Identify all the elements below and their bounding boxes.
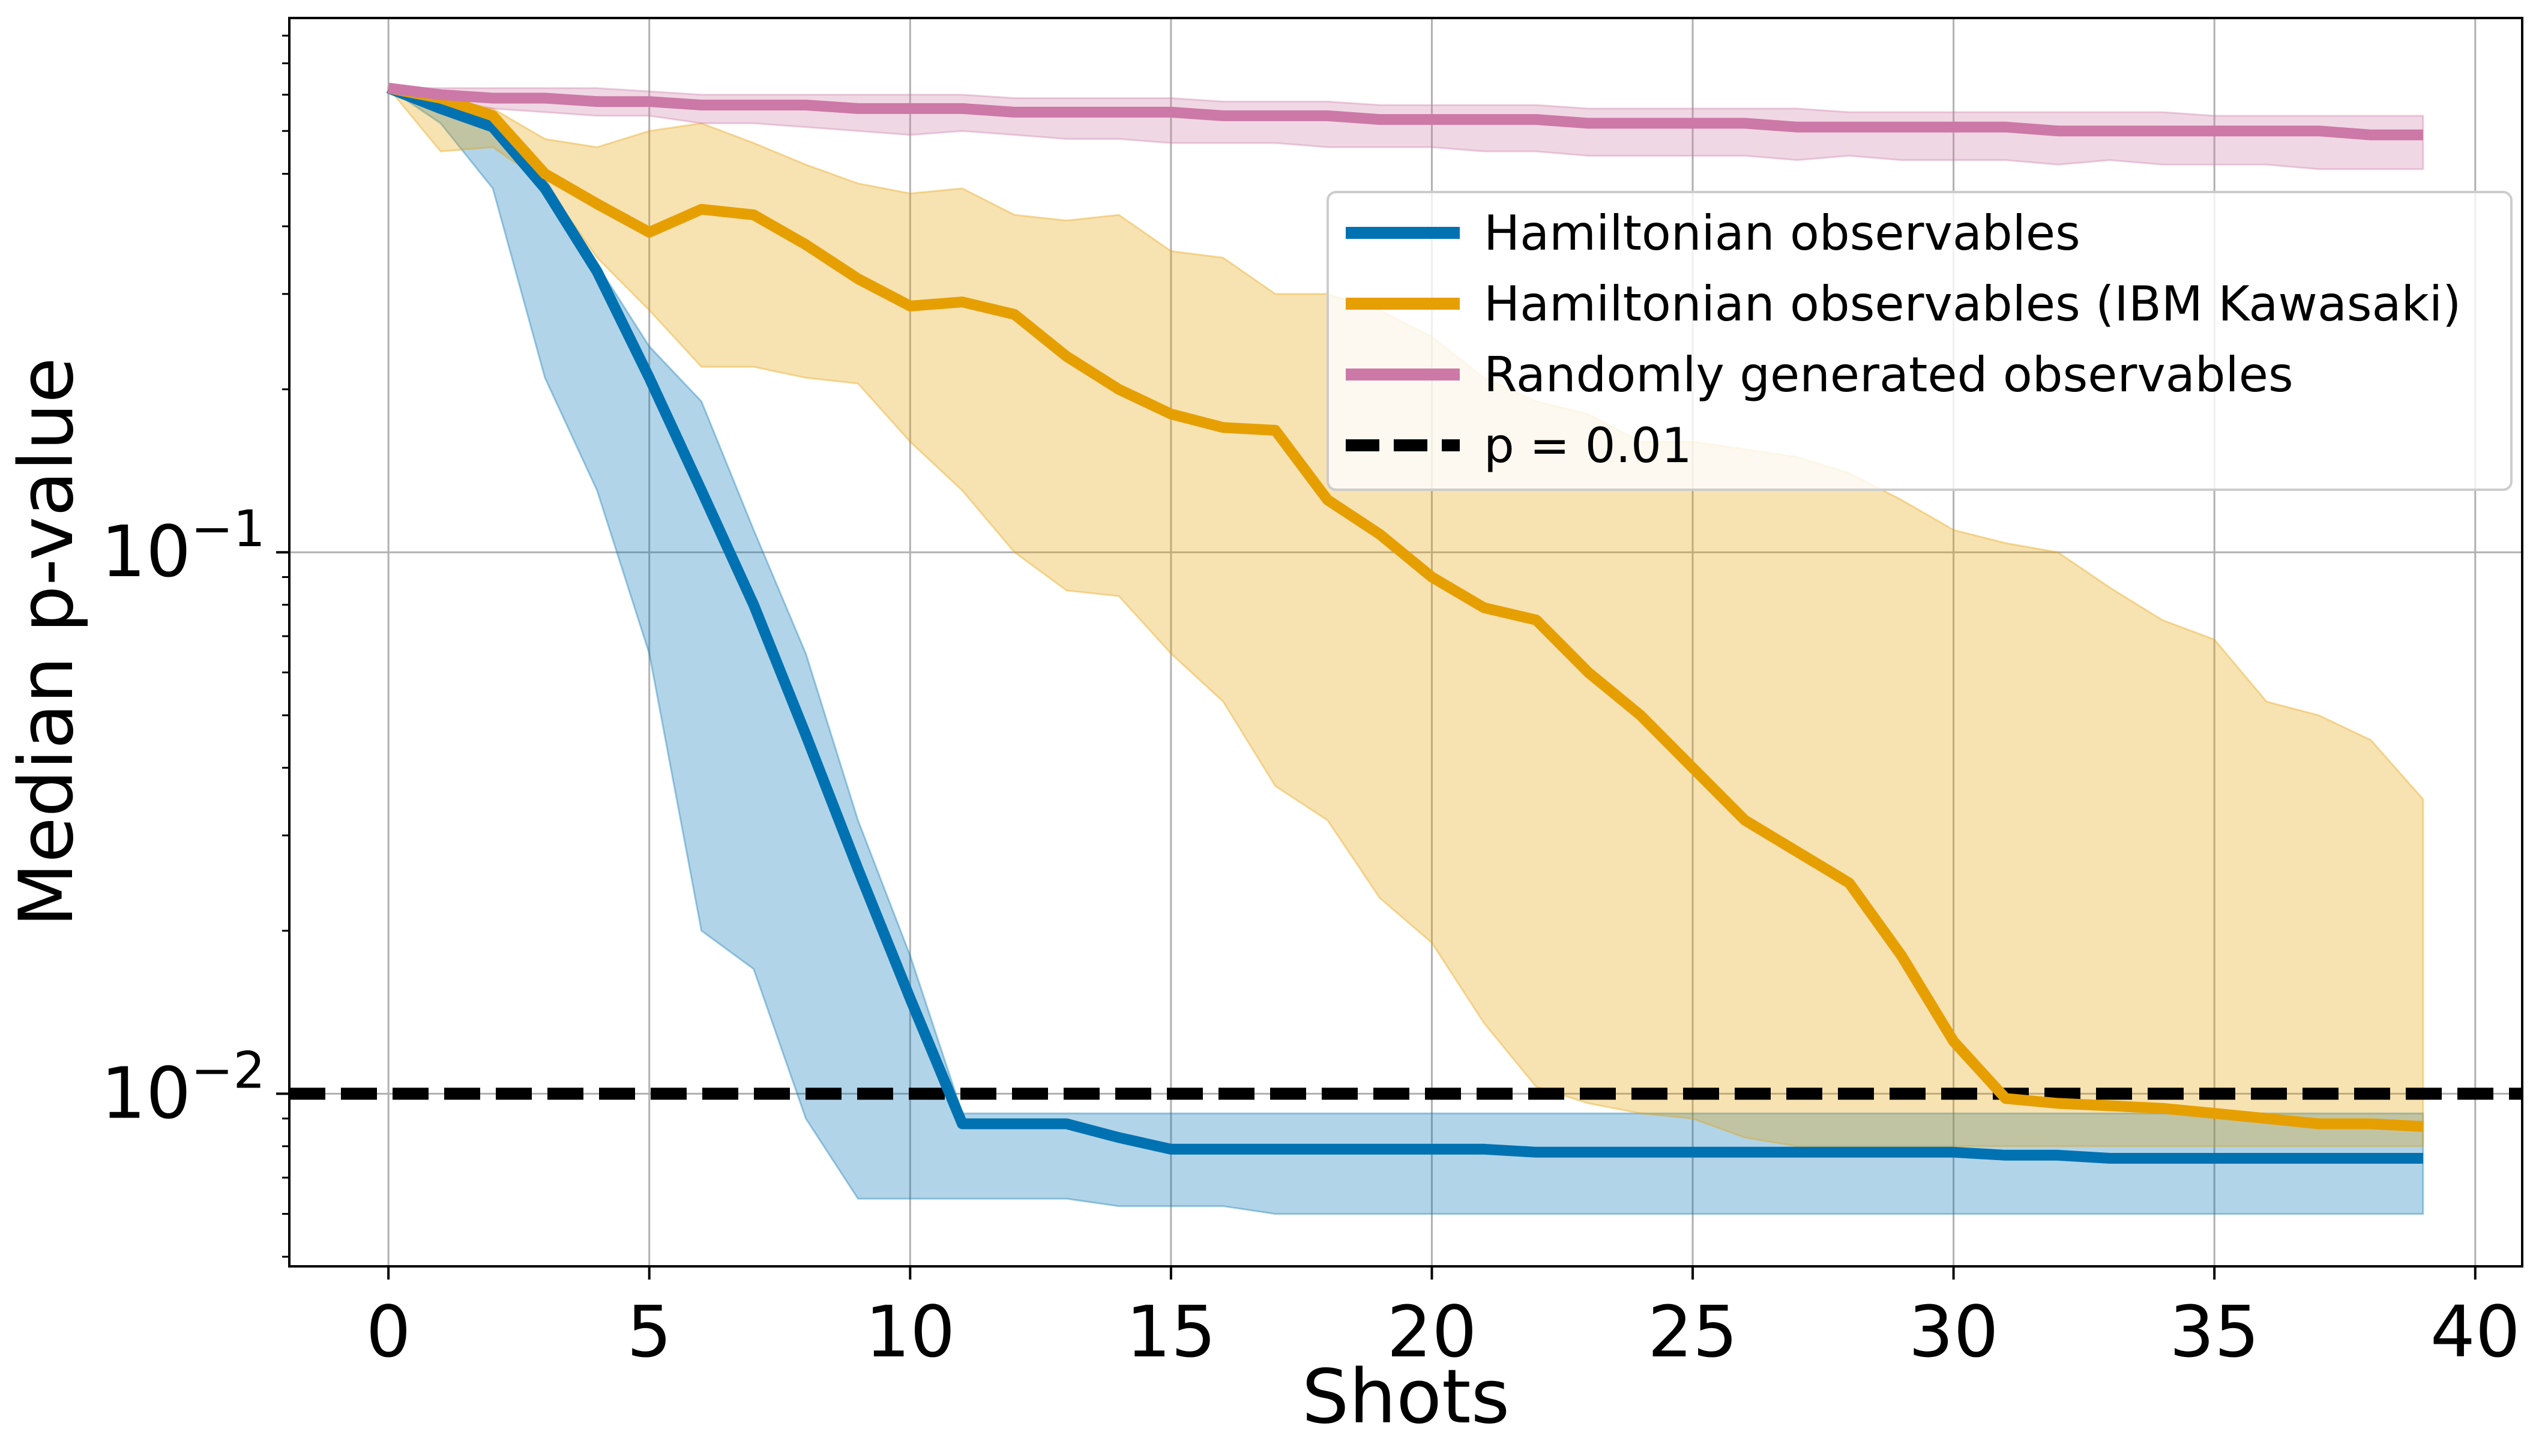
plot-frame (288, 17, 2523, 1268)
band-ibm-kawasaki (386, 86, 2424, 1148)
legend-box (1327, 191, 2513, 491)
x-tick-label: 25 (1648, 1290, 1738, 1373)
x-tick-label: 35 (2169, 1290, 2259, 1373)
legend: Hamiltonian observables Hamiltonian obse… (1327, 191, 2513, 491)
x-axis-title: Shots (1302, 1354, 1510, 1440)
series-lines (289, 82, 2522, 1164)
legend-label-random: Randomly generated observables (1484, 347, 2294, 403)
y-tick-label: 10−2 (101, 1041, 265, 1134)
axis-ticks: 0 5 10 15 20 25 30 35 40 10−1 10−2 (101, 499, 2520, 1373)
series-line-hamiltonian (386, 83, 2423, 1164)
x-tick-label: 30 (1909, 1290, 1999, 1373)
y-axis-title: Median p-value (4, 357, 90, 927)
x-tick-label: 0 (366, 1290, 411, 1373)
legend-label-hamiltonian: Hamiltonian observables (1484, 205, 2080, 261)
legend-label-ibm-kawasaki: Hamiltonian observables (IBM Kawasaki) (1484, 276, 2461, 332)
x-tick-label: 15 (1126, 1290, 1216, 1373)
series-line-ibm-kawasaki (387, 82, 2424, 1132)
series-line-random (387, 82, 2423, 140)
x-tick-label: 20 (1387, 1290, 1477, 1373)
y-tick-label: 10−1 (101, 499, 265, 593)
x-tick-label: 5 (627, 1290, 672, 1373)
x-tick-label: 40 (2430, 1290, 2520, 1373)
legend-label-threshold: p = 0.01 (1484, 418, 1692, 474)
x-tick-label: 10 (865, 1290, 955, 1373)
